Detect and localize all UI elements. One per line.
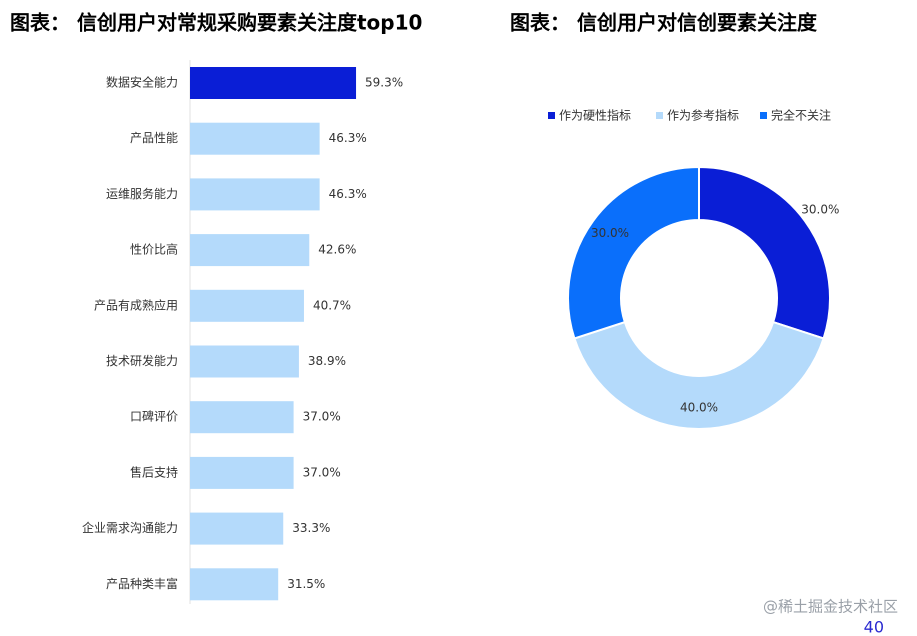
category-label: 口碑评价 — [130, 409, 178, 424]
category-label: 技术研发能力 — [106, 353, 178, 368]
value-label: 40.0% — [680, 401, 718, 415]
category-label: 产品有成熟应用 — [94, 297, 178, 312]
chart-title: 图表： 信创用户对信创要素关注度 — [510, 11, 818, 35]
value-label: 40.7% — [313, 298, 351, 312]
legend-label: 完全不关注 — [771, 108, 831, 123]
bar — [190, 456, 294, 489]
value-label: 38.9% — [308, 354, 346, 368]
legend-label: 作为参考指标 — [667, 108, 739, 123]
value-label: 42.6% — [318, 243, 356, 257]
category-label: 性价比高 — [130, 242, 178, 257]
chart-title: 图表： 信创用户对常规采购要素关注度top10 — [10, 11, 422, 35]
category-label: 运维服务能力 — [106, 186, 178, 201]
bar — [190, 234, 310, 267]
legend-swatch — [548, 112, 555, 119]
bar — [190, 289, 304, 322]
category-label: 企业需求沟通能力 — [82, 520, 178, 535]
donut-segment — [573, 320, 825, 430]
bar — [190, 345, 299, 378]
bar — [190, 67, 357, 99]
value-label: 33.3% — [292, 521, 330, 535]
value-label: 46.3% — [329, 131, 367, 145]
bar — [190, 568, 279, 601]
category-label: 数据安全能力 — [106, 75, 178, 90]
legend-swatch — [656, 112, 663, 119]
watermark: @稀土掘金技术社区 — [763, 598, 898, 616]
value-label: 46.3% — [329, 187, 367, 201]
bar — [190, 512, 284, 545]
legend-label: 作为硬性指标 — [559, 108, 631, 123]
legend-swatch — [760, 112, 767, 119]
category-label: 售后支持 — [130, 464, 178, 479]
value-label: 59.3% — [365, 76, 403, 90]
bar — [190, 122, 320, 155]
category-label: 产品性能 — [130, 131, 178, 145]
bar — [190, 178, 320, 211]
value-label: 30.0% — [801, 202, 839, 216]
donut-segment — [567, 165, 700, 340]
category-label: 产品种类丰富 — [106, 576, 178, 591]
page-number: 40 — [864, 618, 884, 636]
value-label: 31.5% — [287, 577, 325, 591]
value-label: 30.0% — [591, 226, 629, 240]
value-label: 37.0% — [303, 410, 341, 424]
bar — [190, 401, 294, 434]
donut-segment — [698, 165, 831, 340]
value-label: 37.0% — [303, 465, 341, 479]
